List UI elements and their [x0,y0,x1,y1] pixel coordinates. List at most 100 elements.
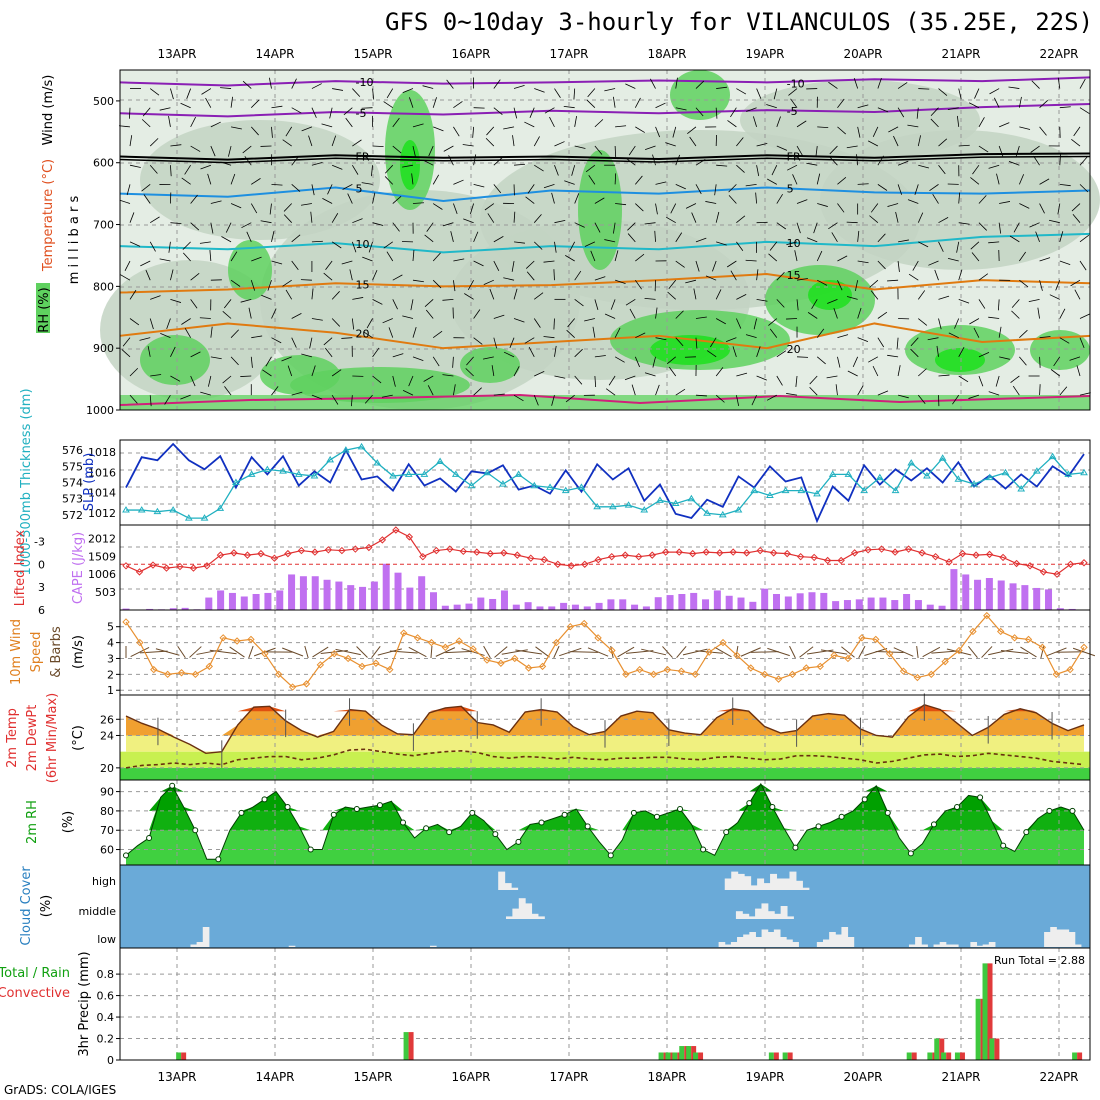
wind-barb [200,164,211,170]
wind-barb [248,645,254,659]
wind-barb [423,159,434,166]
wind-barb [282,647,304,657]
legend-wind: Wind (m/s) [41,75,56,146]
wind-barb [655,181,667,185]
wind-barb [412,123,424,128]
rh-shade-area [578,150,622,270]
wind-barb [124,260,131,272]
legend-total-rain: Total / Rain [0,966,70,981]
cloud-bar-low [1062,929,1070,947]
wind-barb [170,269,174,281]
wind-barb [200,391,211,396]
wind-barb [756,269,759,281]
wind-barb [190,222,200,231]
temperature-contour-FR [119,155,1091,164]
wind-barb [594,355,606,358]
cloud-bar-low [976,945,984,947]
lifted-index-point [1066,560,1075,568]
wind-barb [1039,178,1050,185]
wind-speed-point [691,670,699,679]
wind-barb [493,314,505,319]
wind-barb [635,175,643,185]
wind-barb [351,241,357,253]
cloud-bar-middle [767,911,775,919]
cloud-bar-low [755,937,763,947]
wind-barb [776,299,785,308]
wind-barb [715,107,718,119]
wind-barb [857,337,869,342]
wind-barb [483,645,491,659]
wind-barb [972,164,980,175]
wind-barb [746,107,757,112]
cape-bar [122,608,130,610]
wind-barb [392,353,404,358]
wind-barb [563,105,575,109]
cape-bar [323,579,331,610]
cape-bar [784,596,792,610]
wind-barb [1029,222,1040,228]
wind-barb [816,173,821,185]
wind-barb [533,395,539,406]
wind-barb [756,165,760,177]
cape-bar [938,605,946,610]
cape-bar [406,587,414,610]
lifted-index-point [297,546,306,555]
wind-axis-label-1: 10m Wind [9,619,24,685]
wind-barb [789,645,796,659]
wind-barb [1037,307,1040,319]
wind-barb [877,260,886,270]
wind-barb [210,145,216,157]
wind-speed-point [372,659,380,667]
wind-barb [756,375,767,381]
wind-barb [978,351,990,358]
cape-bar [536,606,544,610]
wind-barb [776,375,783,386]
wind-barb [626,158,636,166]
wind-barb [242,145,252,154]
wind-barb [771,165,778,176]
lifted-index-tick-label: 3 [38,581,45,594]
wind-barb [644,372,656,377]
wind-barb [143,194,151,204]
wind-speed-point [872,635,880,644]
wind-barb [948,332,959,339]
lifted-index-point [783,549,791,558]
lifted-index-point [931,552,940,561]
wind-barb [588,175,596,185]
wind-barb [654,230,656,242]
wind-barb [1019,329,1028,338]
thickness-tick-label: 574 [62,477,83,490]
lifted-index-point [122,562,130,570]
wind-barb [345,117,353,128]
wind-barb [565,255,575,262]
cape-tick-label: 2012 [88,532,116,545]
thickness-point [875,473,884,481]
wind-barb [929,184,939,192]
temp-axis-label-2: 2m DewPt [25,705,40,772]
wind-barb [119,125,131,128]
wind-speed-point [122,618,130,626]
cape-bar [264,592,272,610]
precip-bar-total [686,1046,692,1060]
wind-barb [792,174,798,185]
cloud-bar-low [908,944,916,947]
wind-barb [432,174,440,185]
wind-barb [392,222,400,232]
wind-barb [938,217,949,224]
wind-barb [666,356,676,365]
wind-barb [311,394,323,400]
wind-barb [727,120,737,128]
wind-barb [372,145,384,148]
wind-barb [872,365,879,377]
wind-barb [614,250,619,262]
wind-barb [210,326,213,338]
thickness-point [844,470,853,477]
wind-barb [1079,260,1087,271]
wind-barb [472,126,475,138]
precip-bar-convective [698,1052,704,1060]
cape-bar [430,592,438,610]
lifted-index-point [311,548,319,556]
wind-barb [1019,203,1030,209]
wind-barb [655,126,661,138]
wind-barb [726,260,737,268]
